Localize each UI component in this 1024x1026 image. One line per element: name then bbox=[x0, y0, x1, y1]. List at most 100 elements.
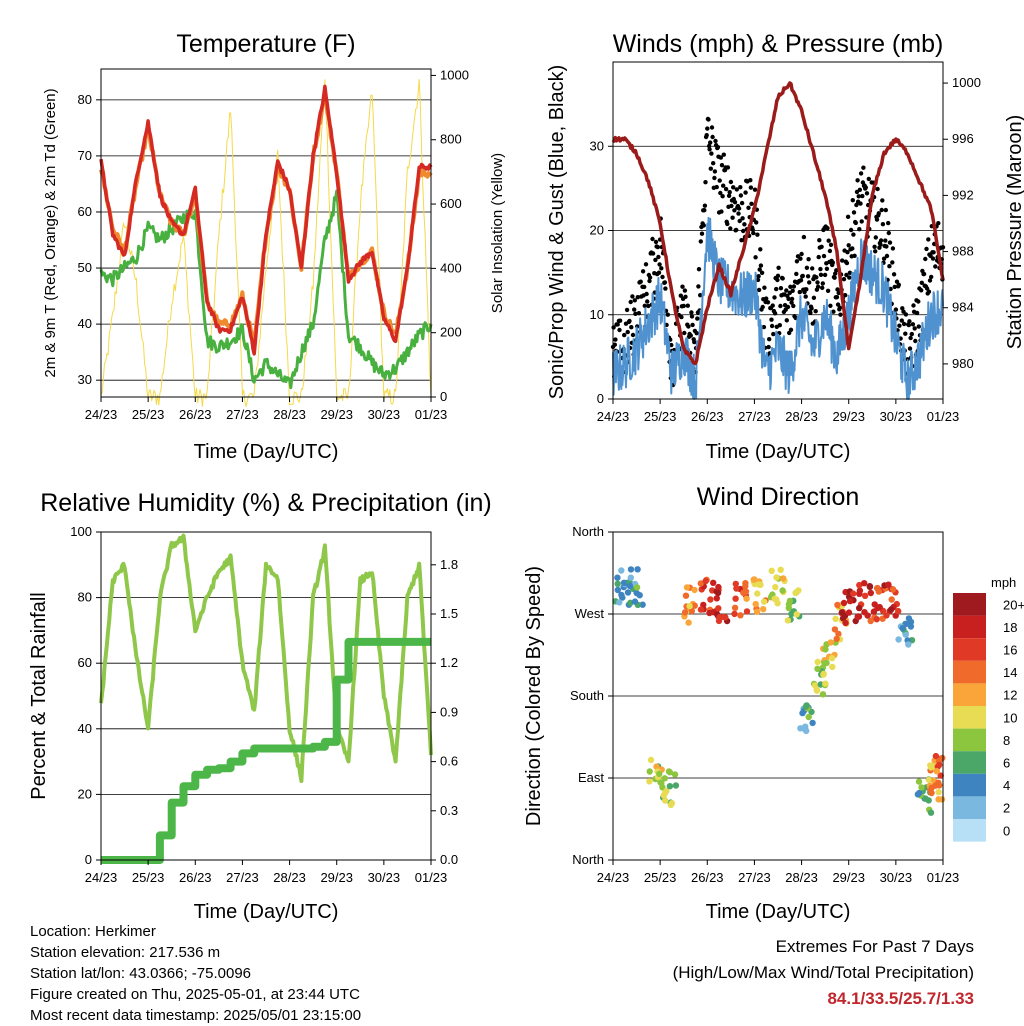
direction-point bbox=[681, 609, 689, 616]
winds-xlabel: Time (Day/UTC) bbox=[706, 441, 851, 463]
gust-point bbox=[884, 244, 889, 249]
direction-point bbox=[866, 583, 873, 590]
gust-point bbox=[788, 327, 794, 332]
direction-point bbox=[697, 580, 704, 587]
direction-point bbox=[722, 614, 729, 621]
direction-point bbox=[907, 623, 915, 630]
gust-point bbox=[883, 207, 888, 213]
direction-point bbox=[803, 727, 810, 735]
gust-point bbox=[734, 187, 739, 192]
gust-point bbox=[742, 222, 747, 227]
gust-point bbox=[854, 202, 859, 208]
gust-point bbox=[730, 215, 735, 220]
direction-point bbox=[657, 779, 664, 786]
gust-point bbox=[696, 284, 701, 289]
y-tick-label: 40 bbox=[78, 316, 92, 331]
direction-point bbox=[682, 592, 690, 599]
x-tick-label: 29/23 bbox=[320, 870, 353, 885]
direction-point bbox=[740, 589, 747, 596]
direction-point bbox=[737, 612, 744, 619]
gust-point bbox=[903, 331, 908, 336]
direction-point bbox=[895, 636, 902, 643]
humidity-xlabel: Time (Day/UTC) bbox=[194, 901, 339, 923]
gust-point bbox=[819, 244, 824, 249]
gust-point bbox=[831, 309, 836, 314]
y-tick-label: 80 bbox=[78, 590, 92, 605]
gust-point bbox=[743, 190, 748, 195]
direction-point bbox=[883, 612, 890, 619]
gust-point bbox=[844, 260, 850, 266]
direction-point bbox=[805, 713, 812, 721]
gust-point bbox=[929, 274, 934, 280]
gust-point bbox=[791, 303, 796, 309]
y-tick-label: 50 bbox=[78, 260, 92, 275]
x-tick-label: 29/23 bbox=[832, 870, 865, 885]
gust-point bbox=[711, 161, 716, 166]
y-tick-label: 100 bbox=[70, 524, 92, 539]
gust-point bbox=[857, 187, 863, 192]
gust-point bbox=[756, 287, 762, 293]
y-tick-label: West bbox=[575, 606, 605, 621]
gust-point bbox=[785, 304, 791, 310]
gust-point bbox=[643, 262, 649, 267]
direction-point bbox=[702, 577, 709, 585]
y-right-tick-label: 1.2 bbox=[440, 655, 458, 670]
gust-point bbox=[695, 316, 700, 321]
gust-point bbox=[739, 200, 745, 206]
gust-point bbox=[625, 329, 630, 335]
gust-point bbox=[725, 165, 731, 170]
gust-point bbox=[853, 220, 858, 226]
direction-point bbox=[624, 589, 632, 596]
gust-point bbox=[809, 306, 814, 311]
gust-point bbox=[832, 275, 837, 280]
gust-point bbox=[712, 175, 717, 181]
direction-point bbox=[813, 686, 820, 693]
gust-point bbox=[778, 303, 783, 309]
gust-point bbox=[820, 285, 825, 290]
direction-point bbox=[614, 586, 621, 594]
colorbar-label: 10 bbox=[1003, 710, 1017, 725]
gust-point bbox=[650, 251, 656, 256]
direction-point bbox=[856, 604, 863, 612]
gust-point bbox=[797, 289, 802, 295]
gust-point bbox=[926, 237, 931, 242]
gust-point bbox=[896, 282, 901, 287]
direction-point bbox=[634, 566, 641, 573]
direction-point bbox=[685, 619, 692, 626]
gust-point bbox=[848, 227, 854, 233]
colorbar-swatch bbox=[953, 638, 986, 661]
gust-point bbox=[757, 267, 762, 272]
gust-point bbox=[715, 145, 721, 150]
gust-point bbox=[891, 272, 897, 277]
direction-point bbox=[780, 575, 787, 582]
gust-point bbox=[655, 244, 660, 250]
y-right-tick-label: 988 bbox=[952, 244, 974, 259]
gust-point bbox=[702, 203, 708, 208]
gust-point bbox=[647, 275, 653, 280]
rh-line bbox=[99, 533, 433, 783]
x-tick-label: 26/23 bbox=[691, 409, 724, 424]
direction-point bbox=[771, 595, 778, 602]
y-tick-label: 0 bbox=[85, 852, 92, 867]
gust-point bbox=[738, 193, 744, 198]
direction-point bbox=[915, 778, 923, 785]
extremes-subtitle: (High/Low/Max Wind/Total Precipitation) bbox=[672, 963, 974, 982]
y-right-tick-label: 0.0 bbox=[440, 852, 458, 867]
direction-point bbox=[809, 719, 816, 727]
direction-point bbox=[820, 671, 827, 678]
direction-point bbox=[867, 617, 874, 625]
y-right-tick-label: 992 bbox=[952, 187, 974, 202]
gust-point bbox=[903, 312, 909, 317]
gust-point bbox=[892, 284, 897, 290]
gust-point bbox=[734, 227, 739, 233]
humidity-plot-frame bbox=[100, 531, 432, 861]
direction-point bbox=[831, 626, 839, 633]
gust-point bbox=[740, 216, 745, 221]
colorbar-swatch bbox=[953, 660, 986, 684]
gust-point bbox=[924, 286, 930, 291]
gust-point bbox=[817, 238, 822, 243]
gust-point bbox=[908, 335, 913, 341]
direction-point bbox=[888, 606, 895, 613]
gust-point bbox=[653, 239, 659, 245]
gust-point bbox=[804, 287, 809, 292]
